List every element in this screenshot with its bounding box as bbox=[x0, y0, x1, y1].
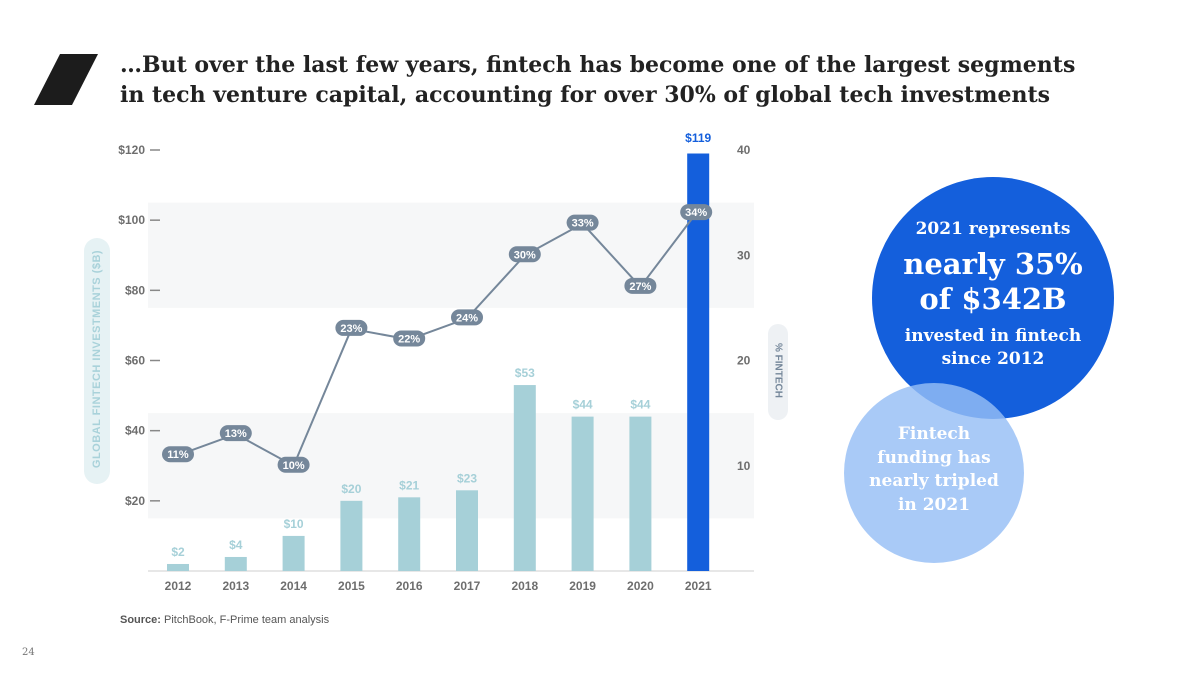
callout-big-line1: 2021 represents bbox=[915, 219, 1071, 239]
pct-point-label: 13% bbox=[225, 428, 247, 440]
pct-point-group: 23% bbox=[335, 319, 368, 336]
pct-point-label: 27% bbox=[629, 281, 651, 293]
pct-point-group: 30% bbox=[508, 246, 541, 263]
callout-big-line3a: invested in fintech bbox=[904, 326, 1082, 346]
bar bbox=[224, 556, 247, 571]
bar-value-label: $2 bbox=[171, 545, 185, 559]
pct-point-group: 10% bbox=[277, 456, 310, 473]
page-title: …But over the last few years, fintech ha… bbox=[120, 50, 1080, 110]
bar bbox=[513, 385, 536, 571]
x-tick-label: 2015 bbox=[338, 579, 365, 593]
y-axis-label-background bbox=[84, 238, 110, 484]
bar bbox=[456, 490, 478, 571]
callout-big-footer: invested in fintech since 2012 bbox=[872, 325, 1114, 371]
pct-point-pill bbox=[680, 204, 713, 221]
bar bbox=[629, 416, 652, 571]
bar bbox=[282, 535, 305, 571]
pct-point-label: 22% bbox=[398, 333, 420, 345]
callout-big-line2a: nearly 35% bbox=[903, 247, 1083, 281]
callout-big-line2b: of $342B bbox=[919, 282, 1067, 316]
pct-point-label: 23% bbox=[340, 323, 362, 335]
pct-point-pill bbox=[335, 319, 368, 336]
bar bbox=[167, 563, 189, 571]
title-line-1: …But over the last few years, fintech ha… bbox=[120, 52, 1076, 78]
page-number: 24 bbox=[22, 647, 35, 658]
callout-bubble-growth: Fintech funding has nearly tripled in 20… bbox=[844, 383, 1024, 563]
bar-value-label: $44 bbox=[573, 398, 593, 412]
pct-fintech-line bbox=[177, 212, 697, 468]
pct-point-pill bbox=[219, 425, 252, 442]
y-tick-label: $20 bbox=[125, 494, 145, 508]
pct-point-pill bbox=[393, 330, 426, 347]
y-tick-label: $80 bbox=[125, 283, 145, 297]
bar-value-label: $44 bbox=[630, 398, 650, 412]
callout-big-line3b: since 2012 bbox=[941, 349, 1045, 369]
pct-point-group: 13% bbox=[219, 425, 252, 442]
pct-point-pill bbox=[624, 277, 657, 294]
bar-value-label: $53 bbox=[515, 366, 535, 380]
callout-bubble-total: 2021 represents nearly 35% of $342B inve… bbox=[872, 177, 1114, 419]
callout-big-headline: nearly 35% of $342B bbox=[872, 247, 1114, 317]
bar bbox=[398, 497, 421, 571]
pct-point-pill bbox=[508, 246, 541, 263]
secondary-tick-label: 10 bbox=[737, 459, 751, 473]
fintech-investment-chart: $20 $40 $60 $80 $100 $120 10 20 30 40 $2 2012 $4 2013… bbox=[118, 131, 754, 593]
pct-point-label: 24% bbox=[456, 312, 478, 324]
bar-value-label: $20 bbox=[341, 482, 361, 496]
x-tick-label: 2014 bbox=[280, 579, 307, 593]
pct-point-group: 22% bbox=[393, 330, 426, 347]
x-tick-label: 2012 bbox=[165, 579, 192, 593]
bar-value-label: $119 bbox=[685, 131, 711, 145]
x-tick-label: 2018 bbox=[511, 579, 538, 593]
pct-point-group: 11% bbox=[162, 446, 194, 463]
y-tick-label: $120 bbox=[118, 143, 145, 157]
pct-point-label: 11% bbox=[167, 449, 189, 461]
source-prefix: Source: bbox=[120, 614, 161, 626]
callout-small-text: Fintech funding has nearly tripled in 20… bbox=[869, 424, 999, 515]
source-text: PitchBook, F-Prime team analysis bbox=[160, 614, 330, 626]
bar bbox=[571, 416, 594, 571]
x-tick-label: 2020 bbox=[627, 579, 654, 593]
pct-point-pill bbox=[277, 456, 310, 473]
secondary-tick-label: 30 bbox=[737, 248, 751, 262]
bar bbox=[687, 153, 710, 571]
x-tick-label: 2021 bbox=[685, 579, 712, 593]
pct-point-group: 33% bbox=[566, 214, 599, 231]
title-line-2: in tech venture capital, accounting for … bbox=[120, 82, 1050, 108]
pct-point-group: 34% bbox=[680, 204, 713, 221]
pct-point-label: 34% bbox=[685, 207, 707, 219]
pct-point-group: 27% bbox=[624, 277, 657, 294]
x-tick-label: 2013 bbox=[222, 579, 249, 593]
x-tick-label: 2019 bbox=[569, 579, 596, 593]
bar bbox=[340, 500, 363, 571]
secondary-axis-label-background bbox=[768, 324, 788, 420]
x-tick-label: 2016 bbox=[396, 579, 423, 593]
y-tick-label: $40 bbox=[125, 424, 145, 438]
brand-logo bbox=[34, 54, 98, 105]
y-tick-label: $100 bbox=[118, 213, 145, 227]
pct-point-label: 30% bbox=[514, 249, 536, 261]
secondary-tick-label: 20 bbox=[737, 354, 751, 368]
pct-point-pill bbox=[566, 214, 599, 231]
source-note: Source: PitchBook, F-Prime team analysis bbox=[120, 614, 329, 626]
y-tick-label: $60 bbox=[125, 354, 145, 368]
x-tick-label: 2017 bbox=[454, 579, 481, 593]
pct-point-group: 24% bbox=[451, 309, 483, 326]
bar-value-label: $23 bbox=[457, 471, 477, 485]
bar-value-label: $4 bbox=[229, 538, 243, 552]
pct-point-pill bbox=[162, 446, 194, 463]
bar-value-label: $10 bbox=[284, 517, 304, 531]
secondary-tick-label: 40 bbox=[737, 143, 751, 157]
pct-point-pill bbox=[451, 309, 483, 326]
bar-value-label: $21 bbox=[399, 478, 419, 492]
pct-point-label: 10% bbox=[283, 460, 305, 472]
pct-point-label: 33% bbox=[572, 218, 594, 230]
